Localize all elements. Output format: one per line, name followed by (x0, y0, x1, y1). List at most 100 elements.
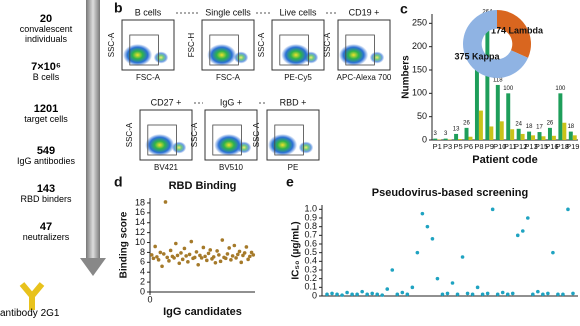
step-count: 47 (39, 221, 53, 233)
y-tick-label: 250 (412, 18, 427, 28)
y-tick-label: 0.7 (304, 230, 317, 240)
gate (274, 124, 304, 156)
flow-density (236, 141, 252, 154)
y-tick-label: 0.5 (304, 247, 317, 257)
workflow-step: 143 RBD binders (0, 183, 92, 205)
point (375, 292, 380, 297)
bar (572, 135, 577, 140)
bar-value-label: 26 (547, 120, 554, 126)
y-tick-label: 0 (140, 286, 145, 296)
point (215, 249, 219, 253)
bar-value-label: 3 (434, 131, 438, 137)
y-tick-label: 0 (312, 290, 317, 300)
bar (489, 126, 494, 140)
point (495, 292, 500, 297)
point (420, 211, 425, 216)
point (213, 261, 218, 265)
bar (458, 139, 463, 140)
pie-slice (462, 10, 529, 78)
workflow-step: 7×10⁶ B cells (0, 61, 92, 83)
point (205, 258, 209, 263)
step-count: 20 (39, 13, 53, 25)
bar (478, 110, 483, 140)
bar-value-label: 13 (453, 127, 460, 133)
point (385, 287, 390, 291)
step-count: 143 (36, 183, 56, 195)
point (251, 253, 256, 257)
point (400, 290, 405, 295)
gate (209, 34, 239, 66)
flow-density (214, 134, 244, 156)
x-tick-label: P9 (485, 142, 494, 151)
workflow-step: 20 convalescent individuals (0, 13, 92, 45)
panel-letter: d (114, 174, 123, 190)
pie-label: 375 Kappa (455, 51, 501, 61)
y-tick-label: 4 (140, 267, 145, 277)
bar (558, 93, 563, 140)
point (561, 292, 565, 297)
y-tick-label: 8 (140, 247, 145, 257)
point (445, 291, 450, 296)
bar-value-label: 18 (526, 124, 533, 130)
gate-label: RBD + (280, 97, 307, 107)
point (168, 248, 173, 253)
point (182, 246, 187, 251)
point (510, 291, 515, 296)
point (526, 216, 530, 220)
y-tick-label: 10 (135, 237, 145, 247)
flow-density (123, 44, 153, 66)
point (163, 200, 168, 204)
workflow-step: 47 neutralizers (0, 221, 92, 243)
point (172, 256, 176, 260)
point (455, 292, 460, 297)
step-count: 549 (36, 145, 56, 157)
bar (531, 135, 536, 140)
point (189, 239, 194, 244)
point (546, 291, 550, 296)
flow-density (268, 134, 298, 156)
point (566, 207, 570, 212)
y-tick-label: 0.9 (304, 212, 317, 222)
point (395, 292, 400, 297)
point (390, 268, 395, 272)
flow-y-label: FSC-H (187, 33, 196, 58)
point (500, 290, 505, 295)
flow-density (281, 44, 311, 66)
point (490, 207, 495, 212)
point (470, 292, 475, 297)
point (151, 256, 156, 261)
panel-letter: b (114, 0, 123, 16)
point (460, 255, 465, 259)
bar (537, 132, 542, 140)
y-tick-label: 100 (412, 88, 427, 98)
point (177, 261, 182, 266)
bar (495, 84, 500, 140)
point (246, 257, 250, 262)
point (551, 250, 555, 255)
point (355, 292, 359, 297)
point (201, 245, 206, 250)
panel-letter: e (286, 174, 294, 190)
flow-density (369, 51, 385, 64)
step-count: 7×10⁶ (31, 61, 61, 73)
bar (468, 136, 473, 140)
x-tick-label: P16 (545, 142, 558, 151)
bar-value-label: 118 (493, 78, 503, 84)
flow-x-label: FSC-A (216, 73, 241, 82)
point (380, 293, 385, 297)
point (520, 229, 525, 233)
bar (443, 138, 448, 140)
flow-y-label: SSC-A (107, 32, 116, 57)
y-tick-label: 200 (412, 41, 427, 51)
point (192, 255, 197, 260)
point (230, 254, 235, 258)
point (480, 292, 485, 297)
x-tick-label: P10 (493, 142, 506, 151)
y-tick-label: 16 (135, 207, 145, 217)
x-axis-label: IgG candidates (163, 306, 242, 318)
point (194, 250, 199, 254)
point (239, 260, 244, 265)
x-tick-label: P1 (433, 142, 442, 151)
point (248, 254, 252, 259)
point (330, 291, 334, 296)
